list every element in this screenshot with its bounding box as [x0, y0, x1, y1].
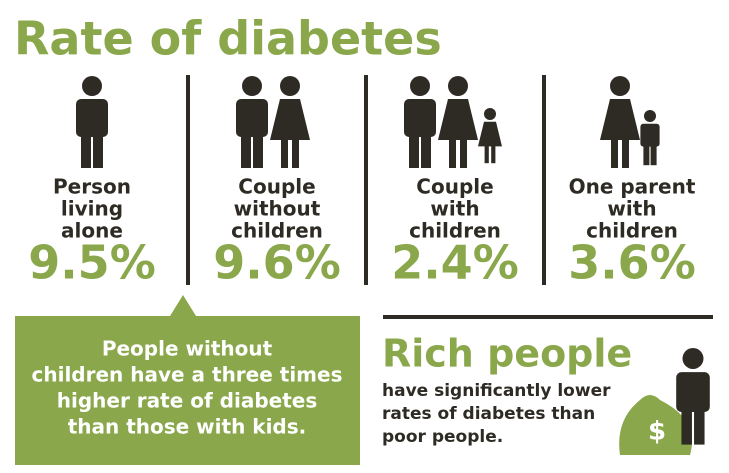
person-icon-leg [81, 132, 91, 168]
person-icon-leg [694, 406, 705, 445]
group-value: 9.6% [213, 236, 341, 290]
group-label: without [234, 197, 321, 221]
person-icon-head [242, 76, 262, 96]
callout-text: People without [102, 337, 273, 361]
person-icon-head [410, 76, 430, 96]
person-icon-leg [449, 138, 456, 168]
person-icon-head [682, 348, 704, 369]
group-label: One parent [569, 175, 696, 199]
person-icon-head [280, 76, 300, 96]
person-icon-leg [611, 138, 618, 168]
group-label: Person [53, 175, 131, 199]
rich-heading: Rich people [382, 332, 632, 376]
person-icon-body [438, 99, 478, 140]
rich-text: poor people. [382, 427, 503, 447]
group-label: with [607, 197, 656, 221]
group-label: children [231, 219, 323, 243]
group-value: 2.4% [391, 236, 519, 290]
person-icon-leg [292, 138, 299, 168]
group-value: 3.6% [568, 236, 696, 290]
group-label: Couple [238, 175, 315, 199]
group-label: alone [61, 219, 123, 243]
person-icon-leg [253, 132, 263, 168]
person-icon-leg [643, 143, 650, 166]
person-icon-leg [93, 132, 103, 168]
person-icon-leg [491, 145, 496, 164]
person-icon-body [600, 99, 640, 140]
person-icon-head [610, 76, 630, 96]
person-icon-body [270, 99, 310, 140]
person-icon-leg [484, 145, 489, 164]
person-icon-head [484, 108, 496, 120]
group-value: 9.5% [28, 236, 156, 290]
person-icon-leg [681, 406, 692, 445]
person-icon-body [404, 99, 436, 137]
person-icon-leg [421, 132, 431, 168]
title: Rate of diabetes [14, 12, 442, 66]
person-icon-leg [409, 132, 419, 168]
person-icon-body [478, 121, 502, 147]
person-icon-head [644, 110, 656, 122]
callout-text: than those with kids. [68, 415, 307, 439]
group-label: children [409, 219, 501, 243]
group-label: living [61, 197, 123, 221]
person-icon-leg [650, 143, 657, 166]
rich-text: rates of diabetes than [382, 404, 595, 424]
money-sign: $ [648, 417, 666, 447]
group-label: Couple [416, 175, 493, 199]
group-label: with [430, 197, 479, 221]
person-icon-body [76, 99, 108, 137]
person-icon-body [676, 372, 710, 413]
person-icon-body [236, 99, 268, 137]
person-icon-leg [622, 138, 629, 168]
callout-text: higher rate of diabetes [57, 389, 317, 413]
money-bag [619, 395, 692, 455]
person-icon-leg [460, 138, 467, 168]
group-label: children [586, 219, 678, 243]
person-icon-body [640, 123, 660, 147]
person-icon-head [82, 76, 102, 96]
person-icon-leg [241, 132, 251, 168]
rich-text: have significantly lower [382, 381, 611, 401]
callout-box [15, 295, 360, 465]
person-icon-leg [281, 138, 288, 168]
person-icon-head [448, 76, 468, 96]
callout-text: children have a three times [32, 363, 343, 387]
